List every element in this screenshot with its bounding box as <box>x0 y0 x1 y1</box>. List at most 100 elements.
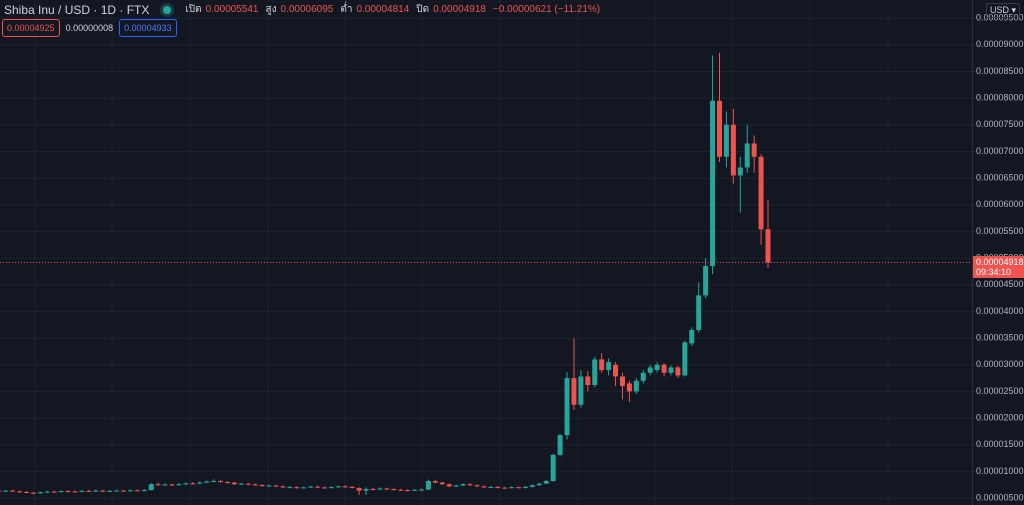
candle-body <box>696 295 702 331</box>
candle-body <box>308 486 314 488</box>
candle-body <box>730 124 736 176</box>
candle-body <box>162 484 168 486</box>
candle-body <box>65 491 71 493</box>
y-tick-label: 0.00004000 <box>976 306 1024 316</box>
candle-body <box>391 489 397 491</box>
candle-body <box>107 490 113 492</box>
y-tick-label: 0.00002500 <box>976 386 1024 396</box>
candle-body <box>294 487 300 489</box>
candle-body <box>349 486 355 488</box>
y-tick-label: 0.00006500 <box>976 172 1024 182</box>
candle-body <box>86 490 92 492</box>
candle-body <box>384 488 390 490</box>
candle-body <box>79 490 85 492</box>
status-dot <box>163 5 172 14</box>
candle-body <box>266 485 272 487</box>
y-tick-label: 0.00008500 <box>976 66 1024 76</box>
candle-body <box>335 486 341 488</box>
candle-body <box>30 492 36 494</box>
candle-body <box>190 483 196 485</box>
candle-body <box>412 489 418 491</box>
candle-body <box>585 376 591 386</box>
y-tick-label: 0.00001000 <box>976 466 1024 476</box>
candle-body <box>23 491 29 493</box>
candle-body <box>765 229 771 263</box>
candle-body <box>169 484 175 486</box>
candle-body <box>640 372 646 381</box>
candle-body <box>10 490 16 492</box>
candle-body <box>758 156 764 230</box>
candle-body <box>661 364 667 373</box>
candle-body <box>58 491 64 493</box>
candle-body <box>405 490 411 492</box>
candle-body <box>183 483 189 485</box>
y-tick-label: 0.00006000 <box>976 199 1024 209</box>
candle-body <box>419 489 424 491</box>
candle-body <box>356 487 362 491</box>
y-tick-label: 0.00009000 <box>976 39 1024 49</box>
y-tick-label: 0.00000500 <box>976 492 1024 502</box>
candle-body <box>363 489 369 491</box>
candle-body <box>654 364 660 371</box>
y-tick-label: 0.00005500 <box>976 226 1024 236</box>
ohlc-value: 0.00004918 <box>433 4 486 15</box>
candle-body <box>592 359 598 386</box>
candle-body <box>0 490 2 492</box>
sell-price[interactable]: 0.00004925 <box>2 19 60 37</box>
spread: 0.00000008 <box>65 23 114 33</box>
buy-price[interactable]: 0.00004933 <box>119 19 177 37</box>
candle-body <box>619 376 625 387</box>
candle-body <box>467 484 473 486</box>
candle-body <box>127 490 133 492</box>
candle-body <box>682 342 688 376</box>
candle-body <box>231 482 237 485</box>
candle-body <box>114 490 120 492</box>
candle-body <box>446 484 452 487</box>
candle-body <box>398 489 404 491</box>
candle-body <box>342 486 348 488</box>
ohlc-key: ปิด <box>416 4 430 15</box>
candle-body <box>377 488 383 490</box>
candle-body <box>134 490 140 492</box>
candle-body <box>17 491 23 493</box>
candle-body <box>543 481 549 484</box>
currency-select[interactable]: USD ▾ <box>986 3 1021 18</box>
y-tick-label: 0.00008000 <box>976 92 1024 102</box>
last-price: 0.00004918 <box>976 257 1024 267</box>
candle-body <box>571 378 577 405</box>
candle-body <box>245 483 251 485</box>
y-tick-label: 0.00007500 <box>976 119 1024 129</box>
candle-body <box>453 485 459 487</box>
candle-body <box>751 143 757 157</box>
candle-body <box>439 482 445 485</box>
ohlc-key: ต่ำ <box>340 4 353 15</box>
candle-body <box>550 454 556 482</box>
candle-body <box>606 362 612 371</box>
candle-body <box>121 490 127 492</box>
candle-body <box>710 100 716 267</box>
ohlc-key: สูง <box>265 4 277 15</box>
candle-body <box>301 487 307 489</box>
candle-body <box>633 380 639 392</box>
candle-body <box>689 330 695 344</box>
candle-body <box>564 378 570 436</box>
ohlc-key: เปิด <box>185 4 202 15</box>
legend: Shiba Inu / USD · 1D · FTX เปิด 0.0000554… <box>4 2 603 17</box>
candle-body <box>432 481 438 483</box>
ohlc-value: 0.00005541 <box>205 4 259 15</box>
candle-body <box>148 484 154 491</box>
candle-body <box>93 490 99 492</box>
candle-body <box>460 484 466 486</box>
candle-body <box>72 491 78 493</box>
candle-body <box>647 367 653 373</box>
quote-boxes: 0.00004925 0.00000008 0.00004933 <box>2 19 177 37</box>
change: −0.00000621 (−11.21%) <box>492 4 601 15</box>
candle-body <box>716 100 722 157</box>
candle-body <box>613 364 619 377</box>
y-tick-label: 0.00003000 <box>976 359 1024 369</box>
candle-body <box>100 490 106 492</box>
y-tick-label: 0.00002000 <box>976 412 1024 422</box>
candle-body <box>176 484 182 486</box>
candle-body <box>425 481 431 490</box>
